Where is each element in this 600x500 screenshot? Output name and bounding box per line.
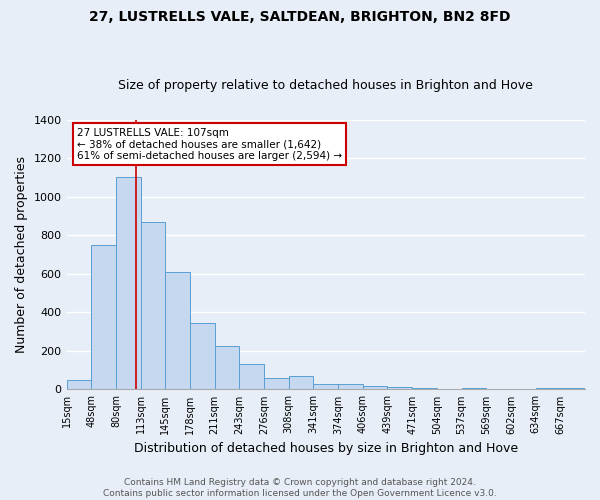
Title: Size of property relative to detached houses in Brighton and Hove: Size of property relative to detached ho… bbox=[118, 79, 533, 92]
Bar bbox=[388, 386, 412, 390]
Bar bbox=[338, 384, 363, 390]
Bar bbox=[91, 245, 116, 390]
Bar bbox=[116, 178, 140, 390]
Bar bbox=[239, 364, 264, 390]
Bar bbox=[190, 323, 215, 390]
Bar bbox=[215, 346, 239, 390]
Bar bbox=[363, 386, 388, 390]
Text: 27 LUSTRELLS VALE: 107sqm
← 38% of detached houses are smaller (1,642)
61% of se: 27 LUSTRELLS VALE: 107sqm ← 38% of detac… bbox=[77, 128, 342, 161]
Text: Contains HM Land Registry data © Crown copyright and database right 2024.
Contai: Contains HM Land Registry data © Crown c… bbox=[103, 478, 497, 498]
X-axis label: Distribution of detached houses by size in Brighton and Hove: Distribution of detached houses by size … bbox=[134, 442, 518, 455]
Bar bbox=[289, 376, 313, 390]
Bar bbox=[560, 388, 585, 390]
Bar bbox=[140, 222, 165, 390]
Bar bbox=[412, 388, 437, 390]
Bar bbox=[313, 384, 338, 390]
Bar bbox=[67, 380, 91, 390]
Bar bbox=[536, 388, 560, 390]
Text: 27, LUSTRELLS VALE, SALTDEAN, BRIGHTON, BN2 8FD: 27, LUSTRELLS VALE, SALTDEAN, BRIGHTON, … bbox=[89, 10, 511, 24]
Bar bbox=[264, 378, 289, 390]
Bar bbox=[165, 272, 190, 390]
Bar bbox=[461, 388, 486, 390]
Y-axis label: Number of detached properties: Number of detached properties bbox=[15, 156, 28, 353]
